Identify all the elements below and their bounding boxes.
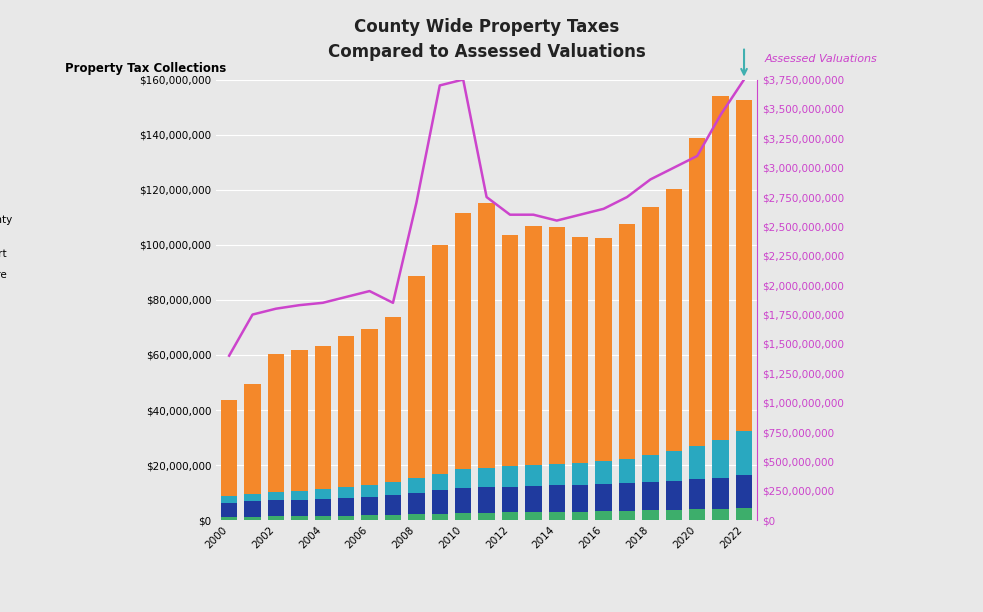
Bar (525, 486, 542, 512)
Bar (455, 488, 472, 513)
Bar (525, 465, 542, 486)
Bar (221, 503, 237, 517)
Bar (642, 207, 659, 455)
Bar (267, 501, 284, 517)
Bar (267, 492, 284, 501)
Bar (642, 482, 659, 510)
Bar (384, 495, 401, 515)
Bar (665, 450, 682, 481)
Bar (619, 225, 635, 458)
Bar (501, 487, 518, 512)
Bar (245, 494, 260, 501)
Bar (315, 499, 331, 516)
Bar (362, 329, 377, 485)
Bar (362, 515, 377, 520)
Bar (736, 475, 752, 508)
Bar (408, 477, 425, 493)
Bar (338, 336, 354, 487)
Bar (432, 513, 448, 520)
Bar (384, 482, 401, 495)
Bar (267, 354, 284, 492)
Bar (549, 485, 565, 512)
Bar (736, 431, 752, 475)
Bar (384, 515, 401, 520)
Bar (245, 501, 260, 517)
Bar (665, 189, 682, 450)
Bar (713, 95, 728, 440)
Bar (384, 317, 401, 482)
Bar (432, 474, 448, 490)
Bar (501, 466, 518, 487)
Bar (479, 468, 494, 487)
Bar (408, 277, 425, 477)
Bar (572, 512, 589, 520)
Bar (689, 138, 706, 446)
Bar (572, 463, 589, 485)
Bar (572, 485, 589, 512)
Bar (315, 516, 331, 520)
Bar (479, 513, 494, 520)
Bar (291, 350, 308, 491)
Bar (596, 461, 611, 485)
Bar (596, 238, 611, 461)
Bar (291, 516, 308, 520)
Text: Assessed Valuations: Assessed Valuations (765, 54, 877, 64)
Bar (245, 384, 260, 494)
Bar (338, 487, 354, 498)
Bar (642, 510, 659, 520)
Bar (736, 508, 752, 520)
Bar (221, 400, 237, 496)
Bar (572, 237, 589, 463)
Bar (338, 515, 354, 520)
Bar (338, 498, 354, 515)
Bar (619, 511, 635, 520)
Text: County Wide Property Taxes
Compared to Assessed Valuations: County Wide Property Taxes Compared to A… (327, 18, 646, 61)
Bar (713, 440, 728, 479)
Bar (689, 446, 706, 479)
Bar (713, 479, 728, 509)
Bar (642, 455, 659, 482)
Bar (549, 512, 565, 520)
Bar (619, 458, 635, 483)
Bar (525, 226, 542, 465)
Bar (315, 490, 331, 499)
Bar (432, 245, 448, 474)
Bar (362, 485, 377, 496)
Bar (291, 499, 308, 516)
Bar (455, 513, 472, 520)
Bar (267, 517, 284, 520)
Bar (736, 100, 752, 431)
Text: Property Tax Collections: Property Tax Collections (65, 62, 226, 75)
Bar (549, 464, 565, 485)
Bar (315, 346, 331, 490)
Bar (501, 512, 518, 520)
Bar (596, 512, 611, 520)
Bar (713, 509, 728, 520)
Bar (549, 227, 565, 464)
Bar (525, 512, 542, 520)
Bar (479, 203, 494, 468)
Bar (689, 479, 706, 509)
Bar (596, 485, 611, 512)
Bar (221, 517, 237, 520)
Bar (408, 493, 425, 514)
Legend: Other
Districts, Other County
Services, OST support, County Core
Services
Suppor: Other Districts, Other County Services, … (0, 182, 12, 337)
Bar (245, 517, 260, 520)
Bar (689, 509, 706, 520)
Bar (501, 235, 518, 466)
Bar (619, 483, 635, 511)
Bar (362, 496, 377, 515)
Bar (665, 481, 682, 510)
Bar (291, 491, 308, 499)
Bar (479, 487, 494, 513)
Bar (455, 213, 472, 469)
Bar (432, 490, 448, 513)
Bar (408, 514, 425, 520)
Bar (221, 496, 237, 503)
Bar (665, 510, 682, 520)
Bar (455, 469, 472, 488)
